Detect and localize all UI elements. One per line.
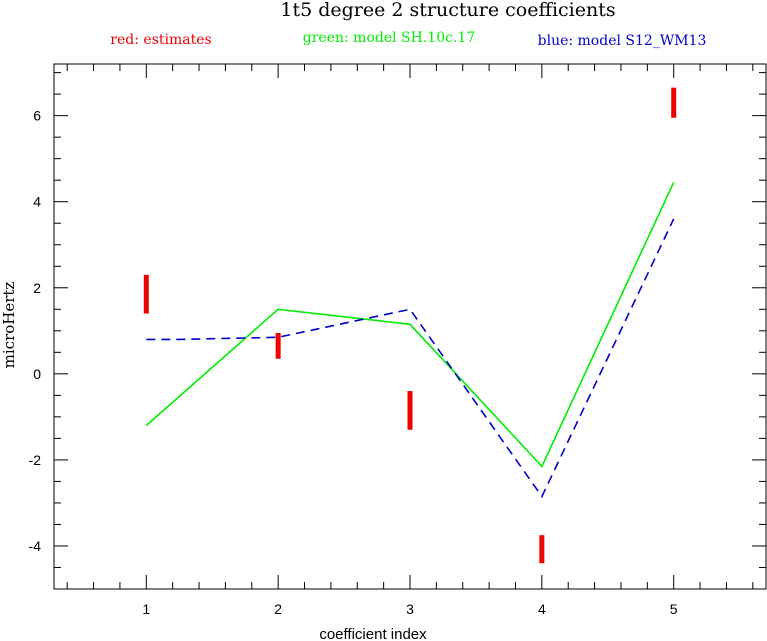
y-tick-label: 6 xyxy=(33,108,41,124)
estimate-bars xyxy=(143,87,677,564)
legend-model-s12wm13: blue: model S12_WM13 xyxy=(538,33,707,49)
series-lines xyxy=(145,181,675,499)
legend-model-sh10c17: green: model SH.10c.17 xyxy=(303,30,475,46)
y-tick-label: 4 xyxy=(33,194,41,210)
y-tick-labels: -4 -2 0 2 4 6 xyxy=(29,108,42,554)
y-axis-label: microHertz xyxy=(0,282,18,369)
legend-estimates: red: estimates xyxy=(110,32,211,48)
x-tick-label: 4 xyxy=(538,601,546,617)
x-tick-label: 3 xyxy=(406,601,414,617)
x-axis-label: coefficient index xyxy=(319,626,427,641)
x-tick-label: 5 xyxy=(670,601,678,617)
x-tick-label: 2 xyxy=(274,601,282,617)
series-line-1 xyxy=(145,181,675,468)
y-tick-label: -4 xyxy=(29,538,42,554)
plot-frame xyxy=(53,63,767,590)
axis-ticks xyxy=(54,64,766,590)
y-tick-label: 2 xyxy=(33,280,41,296)
chart-title: 1t5 degree 2 structure coefficients xyxy=(280,0,615,21)
y-tick-label: -2 xyxy=(29,452,42,468)
y-tick-label: 0 xyxy=(33,366,41,382)
x-tick-label: 1 xyxy=(142,601,150,617)
x-tick-labels: 1 2 3 4 5 xyxy=(142,601,677,617)
series-line-2 xyxy=(146,218,675,499)
